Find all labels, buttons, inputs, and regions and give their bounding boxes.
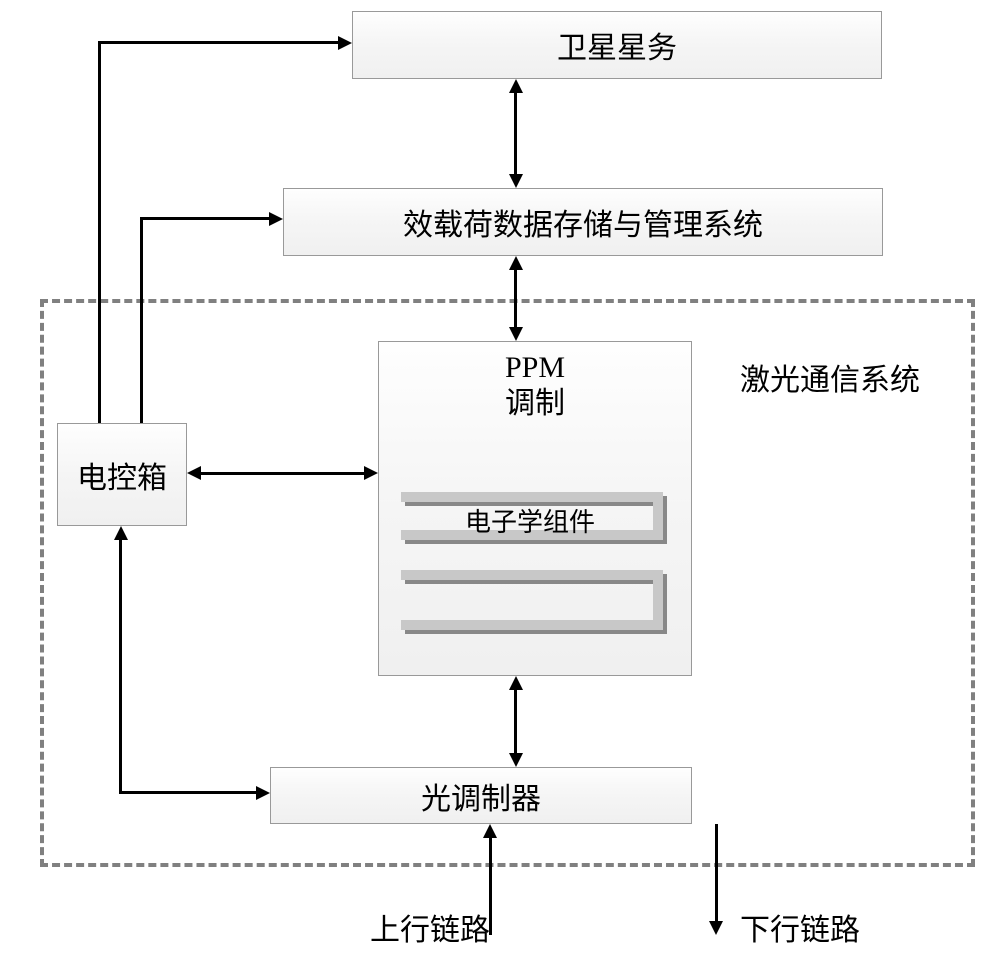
label-downlink: 下行链路: [740, 905, 860, 949]
node-payload: 效载荷数据存储与管理系统: [283, 188, 883, 256]
conn-uplink: [489, 838, 492, 935]
conn-ecb-payload-v: [140, 217, 143, 423]
arrow-ecb-optical-right: [256, 786, 270, 800]
arrow-ecb-optical-up: [114, 526, 128, 540]
arrow-downlink: [709, 921, 723, 935]
node-payload-label: 效载荷数据存储与管理系统: [403, 200, 763, 244]
conn-ecb-optical-h: [119, 791, 257, 794]
conn-ppm-optical: [514, 690, 517, 753]
arrow-sat-payload-up: [509, 79, 523, 93]
node-satellite: 卫星星务: [352, 11, 882, 79]
label-uplink: 上行链路: [370, 905, 490, 949]
conn-ecb-sat-h: [98, 41, 338, 44]
conn-ecb-optical-v: [119, 540, 122, 794]
arrow-ecb-ppm-left: [187, 466, 201, 480]
arrow-payload-ppm-up: [509, 256, 523, 270]
arrow-ppm-optical-up: [509, 676, 523, 690]
conn-payload-ppm: [514, 270, 517, 327]
conn-ecb-payload-h: [140, 217, 269, 220]
node-satellite-label: 卫星星务: [557, 23, 677, 67]
arrow-ppm-optical-down: [509, 753, 523, 767]
arrow-ecb-sat-right: [338, 36, 352, 50]
arrow-ecb-payload-right: [269, 212, 283, 226]
conn-sat-payload: [514, 93, 517, 174]
region-laser-system-label: 激光通信系统: [740, 355, 920, 399]
arrow-payload-ppm-down: [509, 327, 523, 341]
arrow-ecb-ppm-right: [364, 466, 378, 480]
arrow-uplink: [483, 824, 497, 838]
arrow-sat-payload-down: [509, 174, 523, 188]
conn-ecb-ppm: [201, 472, 364, 475]
conn-ecb-sat-v: [98, 41, 101, 423]
conn-downlink: [715, 824, 718, 921]
